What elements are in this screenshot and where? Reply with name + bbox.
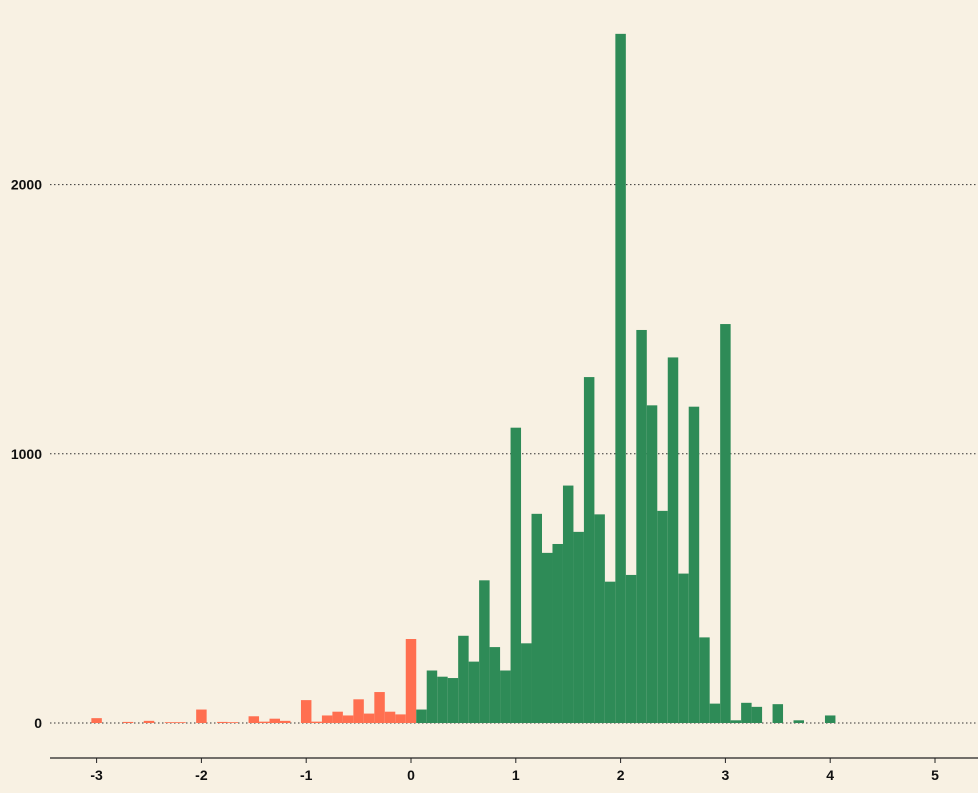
bar-positive-17 <box>594 514 605 723</box>
labels-layer: 0 1000 2000 -3 -2 -1 0 1 2 3 4 5 <box>11 177 939 783</box>
bar-negative-19 <box>374 692 385 723</box>
x-tick-label-4: 4 <box>826 767 834 783</box>
bar-positive-24 <box>667 357 679 723</box>
bar-negative-18 <box>363 713 375 723</box>
x-tick-label--2: -2 <box>195 767 208 783</box>
bar-positive-23 <box>657 510 668 723</box>
bar-negative-6 <box>217 721 228 723</box>
x-tick-label-1: 1 <box>512 767 520 783</box>
bar-positive-4 <box>458 635 469 723</box>
bar-positive-5 <box>468 661 480 723</box>
bar-positive-31 <box>741 702 752 723</box>
bar-positive-26 <box>688 406 700 723</box>
bar-negative-15 <box>332 711 343 723</box>
x-tick-label--1: -1 <box>300 767 313 783</box>
bar-positive-34 <box>793 720 804 723</box>
bar-positive-16 <box>583 377 595 723</box>
bar-positive-30 <box>730 720 742 723</box>
bar-negative-8 <box>248 716 260 723</box>
bar-negative-14 <box>321 715 333 723</box>
bar-positive-12 <box>542 552 553 723</box>
bar-positive-7 <box>489 647 501 723</box>
x-tick-label-0: 0 <box>407 767 415 783</box>
bar-negative-17 <box>353 699 364 723</box>
bar-negative-3 <box>164 722 176 723</box>
bar-negative-13 <box>311 721 322 723</box>
bar-positive-19 <box>615 33 626 724</box>
bar-negative-2 <box>143 720 155 723</box>
bar-positive-10 <box>521 643 532 723</box>
bar-negative-20 <box>384 711 396 723</box>
bar-negative-12 <box>300 700 312 723</box>
bar-positive-14 <box>562 485 574 723</box>
bar-negative-21 <box>395 714 406 723</box>
bar-negative-4 <box>175 722 186 723</box>
bar-negative-0 <box>91 718 102 723</box>
x-tick-label-5: 5 <box>931 767 939 783</box>
bar-positive-29 <box>720 324 731 723</box>
bar-positive-13 <box>552 543 563 723</box>
bar-positive-11 <box>531 513 542 723</box>
bar-positive-8 <box>500 670 511 723</box>
bar-negative-5 <box>196 709 207 723</box>
bar-positive-3 <box>447 678 459 723</box>
y-tick-label-0: 0 <box>34 715 42 731</box>
bar-positive-33 <box>772 704 784 723</box>
bar-positive-28 <box>709 703 721 723</box>
y-tick-label-2000: 2000 <box>11 177 42 193</box>
bar-negative-1 <box>122 721 134 723</box>
bar-positive-6 <box>479 580 490 723</box>
bar-positive-35 <box>824 715 836 723</box>
bar-positive-1 <box>426 670 438 723</box>
bar-negative-10 <box>269 718 280 723</box>
bar-positive-20 <box>625 574 637 723</box>
bar-positive-27 <box>699 637 710 723</box>
bar-negative-7 <box>227 722 239 723</box>
bar-positive-22 <box>646 405 658 723</box>
bar-positive-9 <box>510 427 522 723</box>
bar-positive-0 <box>416 709 427 723</box>
bar-positive-21 <box>636 329 647 723</box>
x-tick-label-3: 3 <box>722 767 730 783</box>
bar-negative-11 <box>280 720 291 723</box>
bar-negative-9 <box>259 721 270 723</box>
bar-negative-16 <box>342 715 354 723</box>
y-tick-label-1000: 1000 <box>11 446 42 462</box>
axis-layer <box>50 757 978 763</box>
x-tick-label--3: -3 <box>90 767 103 783</box>
bar-positive-2 <box>437 676 448 723</box>
bar-negative-22 <box>405 639 417 723</box>
bar-positive-15 <box>573 531 584 723</box>
x-tick-label-2: 2 <box>617 767 625 783</box>
bar-positive-32 <box>751 706 763 723</box>
bar-positive-18 <box>604 581 616 723</box>
bar-positive-25 <box>678 573 689 723</box>
bars-layer <box>91 33 836 724</box>
